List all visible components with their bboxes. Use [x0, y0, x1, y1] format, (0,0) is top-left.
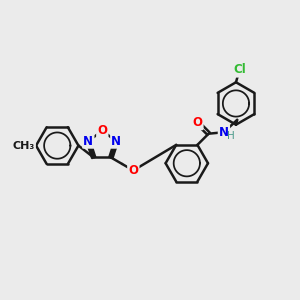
Text: CH₃: CH₃	[13, 141, 35, 151]
Text: O: O	[192, 116, 203, 129]
Text: N: N	[111, 134, 121, 148]
Text: O: O	[128, 164, 138, 177]
Text: N: N	[83, 134, 93, 148]
Text: H: H	[226, 131, 234, 141]
Text: N: N	[219, 126, 229, 139]
Text: Cl: Cl	[233, 63, 246, 76]
Text: O: O	[97, 124, 107, 137]
